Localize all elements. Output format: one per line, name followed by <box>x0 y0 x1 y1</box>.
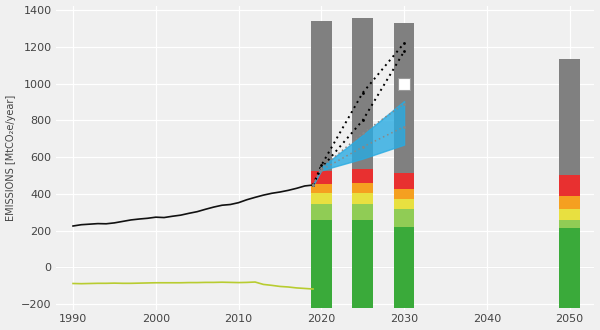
Bar <box>352 267 373 308</box>
Bar <box>394 227 415 267</box>
Bar <box>559 196 580 210</box>
Bar <box>394 199 415 210</box>
Bar <box>394 210 415 227</box>
Bar <box>311 171 332 184</box>
Bar <box>311 20 332 171</box>
Bar <box>311 220 332 267</box>
Bar <box>394 174 415 188</box>
Bar <box>394 267 415 308</box>
Bar <box>559 220 580 228</box>
Bar <box>352 18 373 169</box>
Bar <box>311 204 332 220</box>
Bar <box>352 193 373 204</box>
Bar <box>559 59 580 175</box>
Bar <box>352 169 373 183</box>
Bar <box>352 183 373 193</box>
Bar <box>311 193 332 204</box>
Bar <box>311 184 332 193</box>
Bar <box>559 175 580 196</box>
Bar <box>559 228 580 267</box>
Bar <box>311 267 332 308</box>
Y-axis label: EMISSIONS [MtCO₂e/year]: EMISSIONS [MtCO₂e/year] <box>5 95 16 221</box>
Bar <box>394 188 415 199</box>
Bar <box>352 204 373 220</box>
Bar <box>559 267 580 308</box>
Bar <box>559 210 580 220</box>
Bar <box>394 23 415 174</box>
Bar <box>352 220 373 267</box>
